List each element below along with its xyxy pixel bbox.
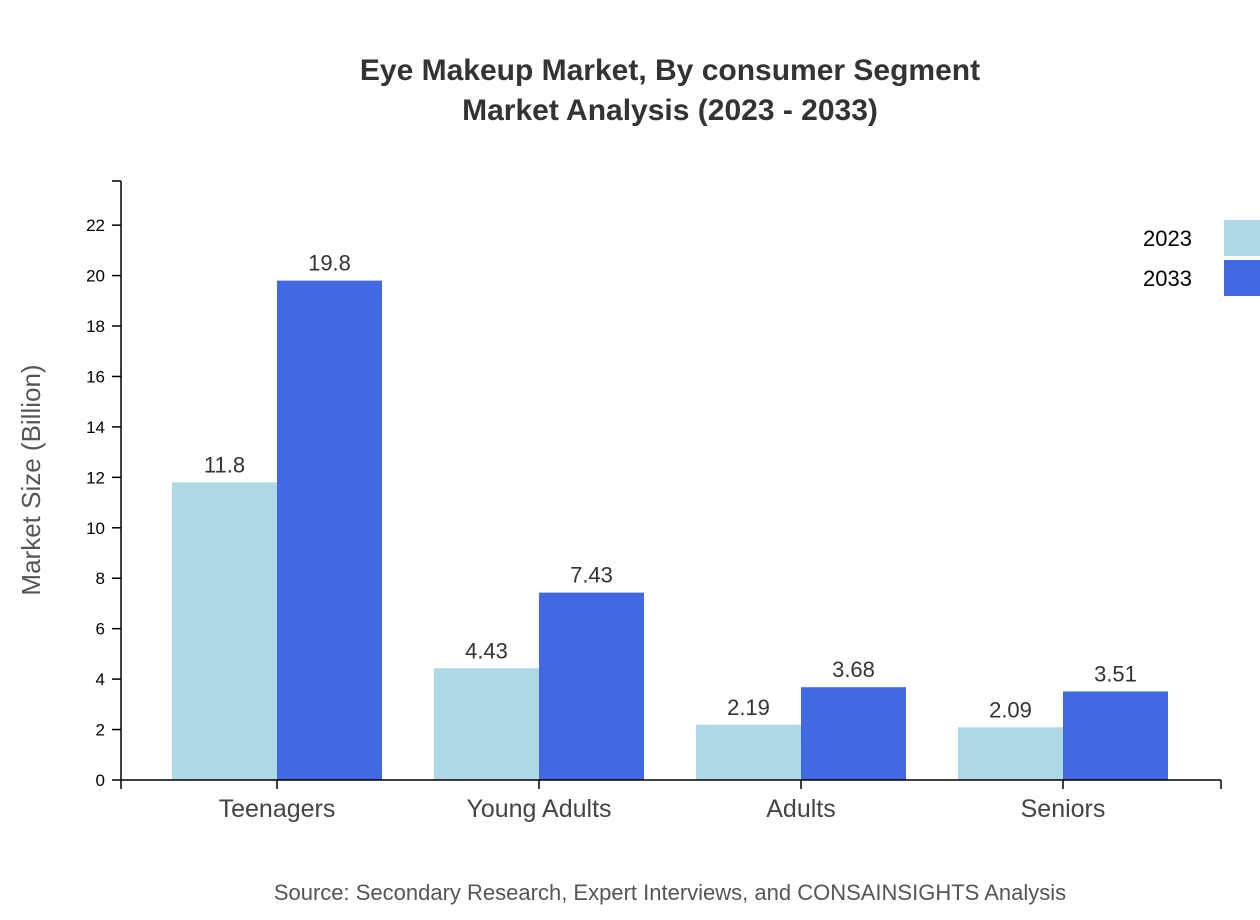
bar-2033-young-adults [539,592,644,780]
y-tick-label: 18 [86,317,105,336]
data-label: 7.43 [570,563,613,588]
y-tick-label: 4 [96,670,105,689]
data-label: 3.68 [832,657,875,682]
x-tick-label: Young Adults [466,795,611,823]
y-tick-label: 2 [96,721,105,740]
data-label: 19.8 [308,251,351,276]
chart-subtitle: Market Analysis (2023 - 2033) [462,94,878,127]
y-tick-label: 8 [96,569,105,588]
bar-2023-young-adults [434,668,539,780]
y-axis-label: Market Size (Billion) [16,364,46,595]
data-label: 2.19 [727,695,770,720]
y-tick-label: 10 [86,519,105,538]
legend-label: 2023 [1143,226,1192,251]
bars-group: 11.8 19.8 4.43 7.43 2.19 3.68 2.09 3.51 [172,251,1168,780]
y-tick-label: 20 [86,267,105,286]
chart-title: Eye Makeup Market, By consumer Segment [360,54,980,87]
x-tick-label: Adults [766,795,835,823]
source-note: Source: Secondary Research, Expert Inter… [274,880,1066,905]
data-label: 11.8 [204,452,245,477]
y-tick-label: 14 [86,418,105,437]
data-label: 2.09 [989,697,1032,722]
y-tick-label: 16 [86,367,105,386]
bar-2023-seniors [958,727,1063,780]
legend-label: 2033 [1143,266,1192,291]
y-tick-label: 6 [96,620,105,639]
bar-2033-teenagers [277,280,382,780]
legend-swatch-2023 [1224,220,1260,256]
legend: 2023 2033 [1143,220,1260,296]
y-tick-label: 22 [86,216,105,235]
x-tick-label: Teenagers [219,795,336,823]
data-label: 3.51 [1094,661,1137,686]
axes-group: Teenagers Young Adults Adults Seniors 0 2 4 6 8 1… [86,180,1222,823]
bar-2033-adults [801,687,906,780]
bar-2023-adults [696,724,801,780]
y-tick-label: 12 [86,468,105,487]
x-tick-label: Seniors [1021,795,1106,823]
y-tick-label: 0 [96,771,105,790]
data-label: 4.43 [465,638,508,663]
bar-2023-teenagers [172,482,277,780]
bar-2033-seniors [1063,691,1168,780]
legend-swatch-2033 [1224,260,1260,296]
